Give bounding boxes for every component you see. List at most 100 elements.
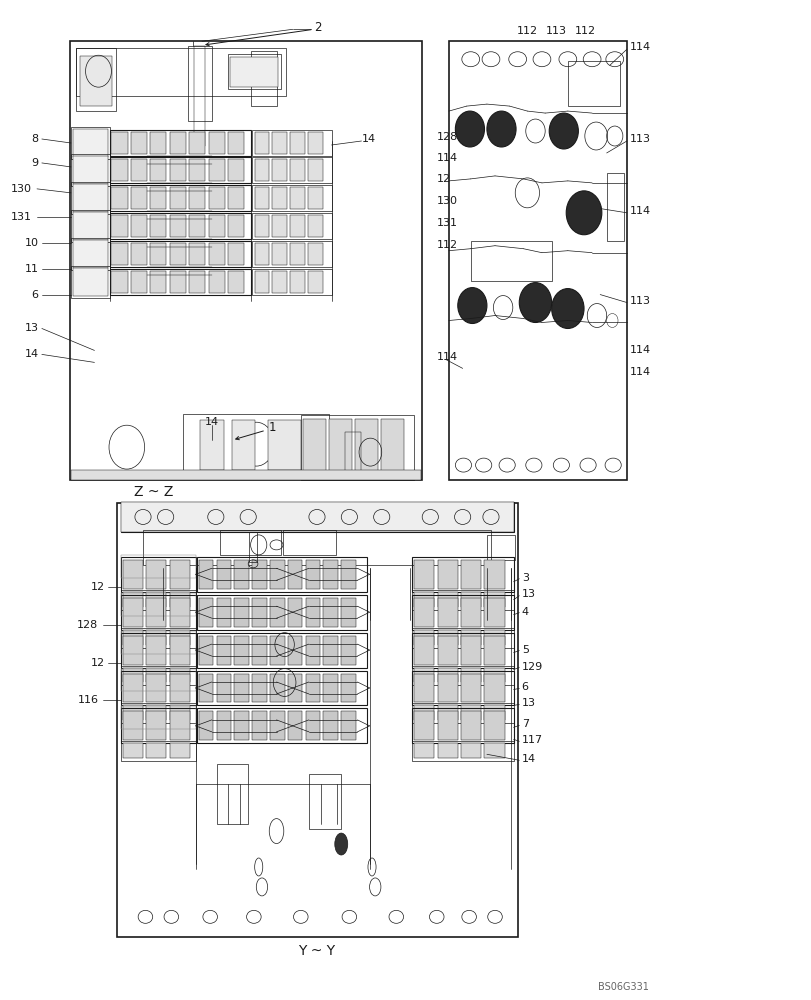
Text: 131: 131 (11, 212, 32, 222)
Bar (412, 590, 513, 610)
Bar (183, 414, 328, 474)
Text: 114: 114 (629, 345, 650, 355)
Text: 6: 6 (32, 290, 39, 300)
Bar (169, 271, 186, 293)
Bar (341, 560, 355, 589)
Bar (307, 159, 322, 181)
Bar (255, 271, 269, 293)
Text: 14: 14 (24, 349, 39, 359)
Text: 10: 10 (24, 238, 39, 248)
Bar (189, 271, 205, 293)
Bar (72, 268, 108, 296)
Bar (228, 187, 244, 209)
Bar (197, 595, 367, 630)
Bar (150, 243, 166, 265)
Bar (228, 159, 244, 181)
Bar (189, 187, 205, 209)
Bar (70, 41, 422, 480)
Bar (255, 159, 269, 181)
Bar (272, 187, 287, 209)
Text: 8: 8 (32, 134, 39, 144)
Bar (461, 674, 481, 702)
Text: 6: 6 (521, 682, 528, 692)
Bar (197, 557, 367, 592)
Bar (208, 132, 225, 154)
Bar (412, 557, 513, 592)
Bar (122, 598, 143, 627)
Bar (287, 598, 302, 627)
Bar (131, 243, 147, 265)
Bar (122, 711, 143, 740)
Bar (109, 185, 251, 211)
Bar (437, 636, 457, 665)
Bar (437, 592, 457, 607)
Bar (307, 132, 322, 154)
Bar (234, 560, 249, 589)
Bar (208, 271, 225, 293)
Bar (270, 674, 285, 702)
Bar (111, 215, 127, 237)
Bar (461, 592, 481, 607)
Bar (323, 636, 337, 665)
Bar (461, 711, 481, 740)
Bar (208, 159, 225, 181)
Bar (272, 215, 287, 237)
Bar (189, 159, 205, 181)
Bar (169, 705, 190, 720)
Bar (305, 711, 320, 740)
Bar (234, 636, 249, 665)
Bar (252, 157, 331, 183)
Bar (461, 598, 481, 627)
Text: 113: 113 (629, 134, 650, 144)
Text: 4: 4 (521, 607, 528, 617)
Bar (169, 560, 190, 589)
Bar (111, 159, 127, 181)
Bar (272, 159, 287, 181)
Bar (412, 628, 513, 648)
Bar (437, 705, 457, 720)
Bar (252, 130, 331, 156)
Bar (252, 636, 267, 665)
Bar (437, 743, 457, 758)
Text: 12: 12 (436, 174, 450, 184)
Bar (217, 711, 231, 740)
Bar (484, 743, 504, 758)
Bar (414, 743, 434, 758)
Bar (228, 132, 244, 154)
Bar (122, 636, 143, 665)
Bar (121, 703, 195, 723)
Bar (169, 668, 190, 682)
Bar (189, 215, 205, 237)
Bar (414, 560, 434, 589)
Bar (187, 46, 212, 121)
Bar (414, 630, 434, 645)
Text: 114: 114 (436, 153, 457, 163)
Bar (341, 598, 355, 627)
Bar (412, 633, 513, 668)
Bar (414, 711, 434, 740)
Bar (121, 708, 195, 743)
Bar (234, 674, 249, 702)
Text: 129: 129 (521, 662, 543, 672)
Bar (461, 630, 481, 645)
Bar (307, 271, 322, 293)
Text: 114: 114 (436, 352, 457, 362)
Bar (146, 705, 166, 720)
Bar (122, 630, 143, 645)
Circle shape (455, 111, 484, 147)
Bar (305, 598, 320, 627)
Text: 112: 112 (516, 26, 537, 36)
Bar (150, 271, 166, 293)
Bar (323, 674, 337, 702)
Bar (484, 630, 504, 645)
Bar (71, 266, 109, 298)
Bar (131, 271, 147, 293)
Text: 2: 2 (314, 21, 322, 34)
Bar (121, 557, 195, 592)
Bar (323, 711, 337, 740)
Bar (169, 187, 186, 209)
Bar (412, 741, 513, 761)
Bar (412, 671, 513, 705)
Bar (323, 560, 337, 589)
Bar (270, 598, 285, 627)
